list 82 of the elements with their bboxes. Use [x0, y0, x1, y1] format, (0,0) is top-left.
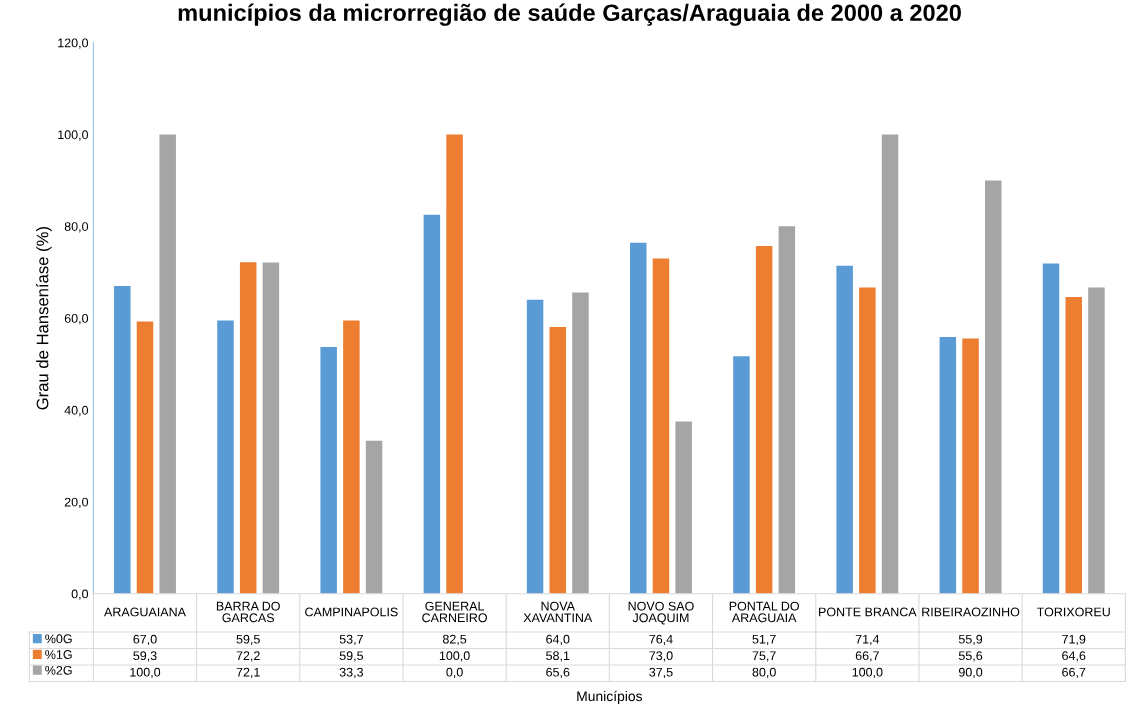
bar: [984, 180, 1002, 594]
bar: [423, 214, 441, 594]
data-label: 82,5: [442, 634, 467, 646]
x-tick-label: BARRA DO GARCAS: [216, 601, 280, 623]
y-axis-title: Grau de Hanseníase (%): [35, 227, 52, 410]
data-label: 71,9: [1062, 634, 1086, 646]
bar: [1088, 287, 1105, 594]
data-label: 33,3: [339, 667, 363, 679]
data-label: 64,6: [1062, 651, 1086, 662]
data-label: 59,5: [236, 634, 260, 646]
y-tick-label: 0,0: [71, 589, 89, 600]
legend-label: %0G: [45, 634, 72, 644]
data-label: 71,4: [855, 634, 880, 646]
data-label: 53,7: [339, 634, 363, 646]
bar: [939, 337, 957, 594]
data-label: 37,5: [649, 667, 673, 679]
bar: [549, 326, 567, 594]
bar: [343, 320, 360, 594]
bar: [652, 258, 670, 594]
y-tick-label: 60,0: [64, 313, 89, 325]
chart-title: municípios da microrregião de saúde Garças/Araguaia de 2000 a 2020: [178, 3, 961, 26]
legend-label: %2G: [45, 665, 72, 675]
data-label: 72,2: [236, 651, 260, 662]
x-tick-label: GENERAL CARNEIRO: [422, 601, 487, 623]
x-tick-label: NOVA XAVANTINA: [523, 601, 593, 623]
bar: [446, 134, 463, 594]
data-label: 75,7: [752, 651, 776, 662]
legend-label: %1G: [45, 650, 72, 659]
bar: [572, 292, 589, 594]
y-tick-label: 40,0: [64, 405, 89, 417]
bar: [630, 242, 647, 594]
x-tick-label: PONTE BRANCA: [819, 607, 917, 617]
data-label: 55,6: [958, 651, 983, 662]
bar: [881, 134, 899, 594]
bar: [675, 421, 692, 594]
data-label: 58,1: [546, 651, 570, 662]
data-label: 76,4: [649, 634, 673, 646]
bar: [217, 320, 234, 594]
bar: [239, 262, 257, 594]
y-tick-label: 20,0: [64, 497, 89, 508]
bar: [262, 262, 280, 594]
x-tick-label: TORIXOREU: [1036, 607, 1110, 617]
data-label: 100,0: [852, 667, 883, 679]
x-tick-label: ARAGUAIANA: [104, 607, 186, 617]
bar: [733, 356, 750, 594]
data-label: 65,6: [546, 667, 570, 679]
bar: [962, 338, 979, 594]
x-tick-label: RIBEIRAOZINHO: [922, 607, 1020, 617]
bar: [136, 321, 154, 594]
data-label: 66,7: [1062, 667, 1086, 679]
data-label: 100,0: [439, 651, 470, 662]
bar: [1042, 263, 1060, 594]
data-label: 100,0: [130, 667, 161, 679]
data-label: 80,0: [752, 667, 776, 679]
data-label: 67,0: [133, 634, 157, 646]
bar: [365, 440, 383, 594]
data-label: 90,0: [958, 667, 983, 679]
y-tick-label: 80,0: [64, 222, 89, 233]
data-label: 66,7: [855, 651, 879, 662]
bar: [320, 347, 337, 594]
data-label: 72,1: [236, 667, 260, 679]
x-tick-label: CAMPINAPOLIS: [305, 607, 398, 617]
bar: [859, 287, 876, 594]
x-axis-title: Municípios: [577, 690, 643, 704]
bar: [1065, 297, 1082, 594]
bar: [526, 299, 544, 594]
bar: [159, 134, 176, 594]
x-tick-label: PONTAL DO ARAGUAIA: [729, 601, 799, 623]
y-tick-label: 100,0: [58, 130, 89, 141]
data-label: 55,9: [958, 634, 983, 646]
data-label: 73,0: [649, 651, 673, 662]
y-tick-label: 120,0: [58, 38, 89, 49]
data-label: 64,0: [546, 634, 570, 646]
bar: [114, 286, 131, 594]
x-tick-label: NOVO SAO JOAQUIM: [628, 601, 694, 625]
data-label: 59,3: [133, 651, 157, 662]
bar: [755, 246, 773, 594]
bar: [836, 265, 853, 594]
data-label: 59,5: [339, 651, 364, 662]
data-label: 0,0: [446, 667, 463, 679]
bar: [778, 226, 796, 594]
data-label: 51,7: [752, 634, 776, 646]
